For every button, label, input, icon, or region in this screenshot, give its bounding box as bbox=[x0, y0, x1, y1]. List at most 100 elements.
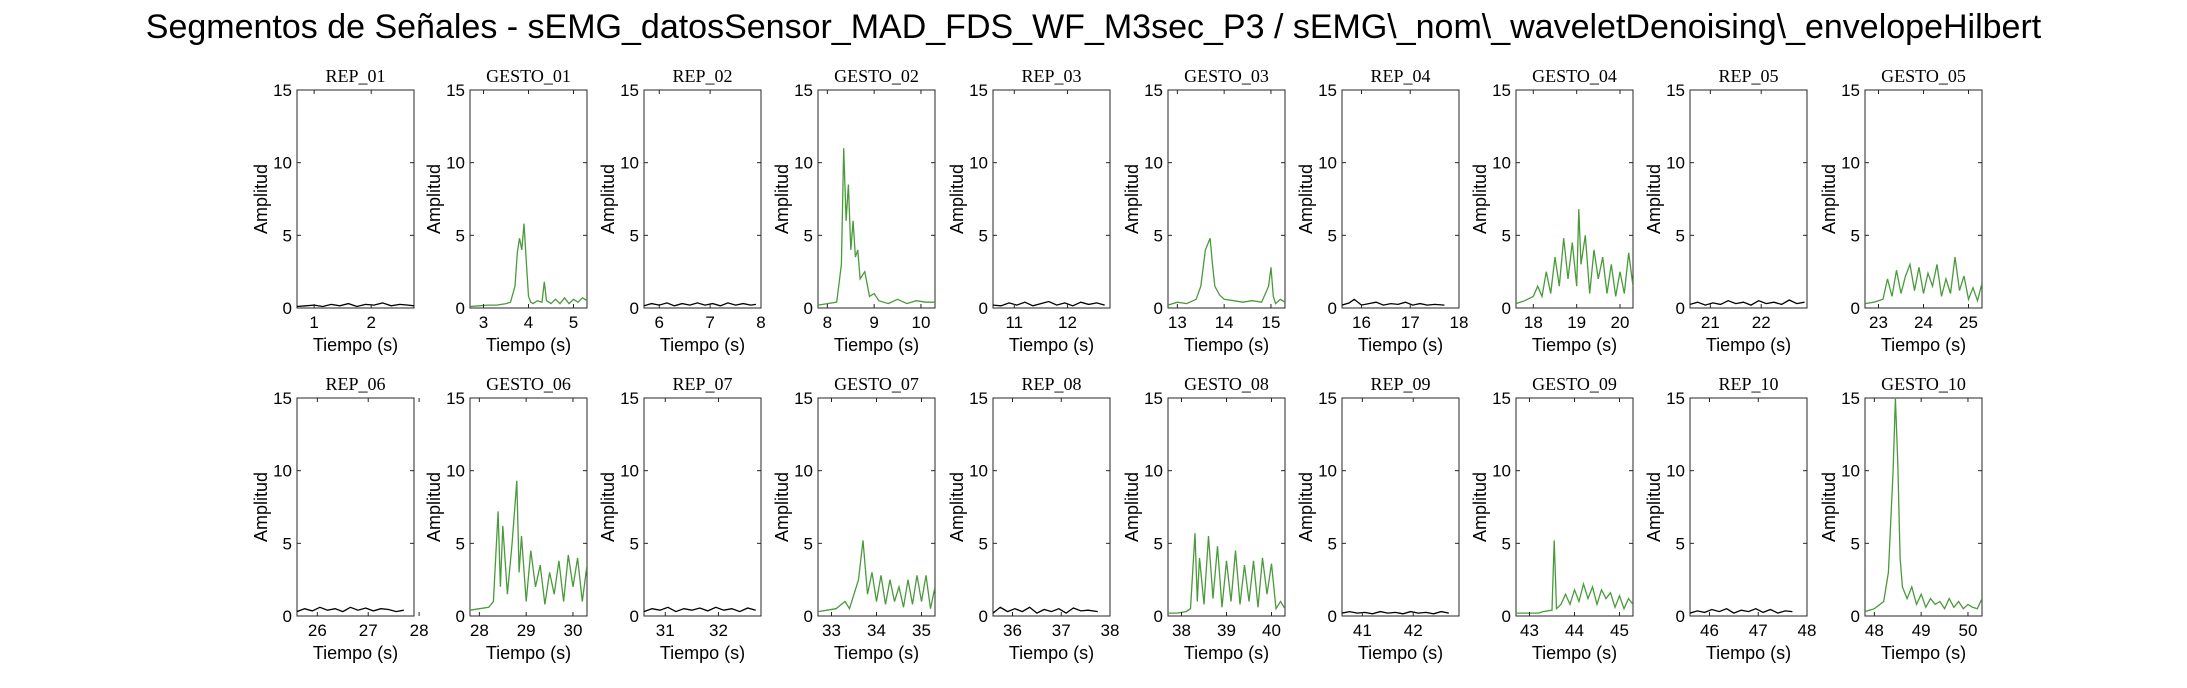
y-tick-label: 0 bbox=[1502, 299, 1511, 318]
x-axis-label: Tiempo (s) bbox=[313, 335, 398, 355]
x-axis-label: Tiempo (s) bbox=[1358, 335, 1443, 355]
x-tick-label: 41 bbox=[1353, 621, 1372, 640]
y-tick-label: 10 bbox=[620, 462, 639, 481]
subplot-rep-04: REP_04 0 5 10 15 16 17 18 Tiempo (s) Amplitud bbox=[1296, 66, 1468, 355]
y-tick-label: 15 bbox=[969, 81, 988, 100]
y-tick-label: 0 bbox=[1676, 299, 1685, 318]
x-tick-label: 48 bbox=[1798, 621, 1817, 640]
y-tick-label: 5 bbox=[1851, 534, 1860, 553]
signal-line bbox=[1342, 298, 1445, 306]
axes-frame bbox=[992, 89, 1111, 309]
y-tick-label: 10 bbox=[1666, 154, 1685, 173]
y-tick-label: 15 bbox=[1666, 389, 1685, 408]
y-tick-label: 5 bbox=[1502, 226, 1511, 245]
subplot-rep-02: REP_02 0 5 10 15 6 7 8 Tiempo (s) Amplitud bbox=[598, 66, 766, 355]
x-axis-label: Tiempo (s) bbox=[1184, 335, 1269, 355]
x-axis-label: Tiempo (s) bbox=[486, 335, 571, 355]
panel-title: REP_01 bbox=[325, 66, 385, 86]
axes-frame bbox=[1689, 89, 1808, 309]
x-axis-label: Tiempo (s) bbox=[1706, 335, 1791, 355]
panel-title: GESTO_04 bbox=[1532, 66, 1617, 86]
signal-line bbox=[1865, 398, 1982, 613]
x-tick-label: 3 bbox=[479, 313, 488, 332]
axes-frame bbox=[1341, 397, 1460, 617]
x-axis-label: Tiempo (s) bbox=[834, 335, 919, 355]
y-tick-label: 10 bbox=[446, 154, 465, 173]
y-tick-label: 10 bbox=[1841, 154, 1860, 173]
x-tick-label: 38 bbox=[1172, 621, 1191, 640]
x-tick-label: 34 bbox=[867, 621, 886, 640]
x-axis-label: Tiempo (s) bbox=[1358, 643, 1443, 663]
y-axis-label: Amplitud bbox=[1470, 472, 1490, 542]
panel-title: GESTO_06 bbox=[486, 374, 571, 394]
panel-title: GESTO_07 bbox=[834, 374, 919, 394]
signal-line bbox=[644, 606, 756, 613]
x-tick-label: 35 bbox=[912, 621, 931, 640]
y-tick-label: 5 bbox=[1328, 534, 1337, 553]
signal-line bbox=[297, 302, 414, 308]
y-tick-label: 5 bbox=[1154, 534, 1163, 553]
y-axis-label: Amplitud bbox=[772, 164, 792, 234]
axes-frame bbox=[469, 89, 588, 309]
y-tick-label: 10 bbox=[969, 462, 988, 481]
x-tick-label: 8 bbox=[756, 313, 765, 332]
subplot-rep-05: REP_05 0 5 10 15 21 22 Tiempo (s) Amplitud bbox=[1644, 66, 1808, 355]
y-tick-label: 15 bbox=[1841, 389, 1860, 408]
y-tick-label: 0 bbox=[283, 607, 292, 626]
x-axis-label: Tiempo (s) bbox=[1881, 335, 1966, 355]
subplot-gesto-02: GESTO_02 0 5 10 15 8 9 10 Tiempo (s) Amplitud bbox=[772, 66, 936, 355]
subplot-gesto-09: GESTO_09 0 5 10 15 43 44 45 Tiempo (s) Amplitud bbox=[1470, 374, 1634, 663]
y-axis-label: Amplitud bbox=[947, 472, 967, 542]
x-tick-label: 26 bbox=[308, 621, 327, 640]
x-tick-label: 48 bbox=[1865, 621, 1884, 640]
axes-frame bbox=[1864, 89, 1983, 309]
x-tick-label: 49 bbox=[1912, 621, 1931, 640]
y-tick-label: 10 bbox=[794, 154, 813, 173]
y-tick-label: 0 bbox=[456, 607, 465, 626]
y-tick-label: 15 bbox=[794, 81, 813, 100]
y-tick-label: 15 bbox=[1144, 81, 1163, 100]
y-tick-label: 5 bbox=[1851, 226, 1860, 245]
x-tick-label: 25 bbox=[1959, 313, 1978, 332]
y-tick-label: 10 bbox=[620, 154, 639, 173]
y-axis-label: Amplitud bbox=[598, 164, 618, 234]
panel-title: REP_09 bbox=[1370, 374, 1430, 394]
y-tick-label: 10 bbox=[1144, 462, 1163, 481]
axes-frame bbox=[296, 397, 415, 617]
y-tick-label: 10 bbox=[969, 154, 988, 173]
signal-line bbox=[470, 480, 587, 611]
axes-frame bbox=[1515, 89, 1634, 309]
signal-line bbox=[297, 606, 404, 613]
y-tick-label: 10 bbox=[1841, 462, 1860, 481]
y-tick-label: 15 bbox=[1841, 81, 1860, 100]
y-tick-label: 5 bbox=[804, 226, 813, 245]
y-axis-label: Amplitud bbox=[772, 472, 792, 542]
y-tick-label: 10 bbox=[1666, 462, 1685, 481]
panel-title: REP_03 bbox=[1021, 66, 1081, 86]
y-tick-label: 5 bbox=[456, 226, 465, 245]
y-tick-label: 5 bbox=[979, 534, 988, 553]
y-tick-label: 0 bbox=[630, 299, 639, 318]
panel-title: REP_02 bbox=[672, 66, 732, 86]
y-tick-label: 0 bbox=[456, 299, 465, 318]
panel-title: REP_10 bbox=[1718, 374, 1778, 394]
x-tick-label: 37 bbox=[1052, 621, 1071, 640]
y-axis-label: Amplitud bbox=[424, 164, 444, 234]
x-tick-label: 45 bbox=[1610, 621, 1629, 640]
x-tick-label: 28 bbox=[410, 621, 429, 640]
panel-title: GESTO_08 bbox=[1184, 374, 1269, 394]
signal-line bbox=[1865, 257, 1982, 305]
signal-line bbox=[1690, 299, 1805, 306]
y-tick-label: 10 bbox=[273, 462, 292, 481]
x-tick-label: 50 bbox=[1958, 621, 1977, 640]
axes-frame bbox=[1689, 397, 1808, 617]
y-tick-label: 15 bbox=[794, 389, 813, 408]
subplot-rep-08: REP_08 0 5 10 15 36 37 38 Tiempo (s) Amplitud bbox=[947, 374, 1119, 663]
x-axis-label: Tiempo (s) bbox=[313, 643, 398, 663]
y-tick-label: 15 bbox=[273, 81, 292, 100]
axes-frame bbox=[469, 397, 588, 617]
y-axis-label: Amplitud bbox=[1122, 164, 1142, 234]
subplot-rep-03: REP_03 0 5 10 15 11 12 Tiempo (s) Amplitud bbox=[947, 66, 1111, 355]
y-tick-label: 5 bbox=[456, 534, 465, 553]
